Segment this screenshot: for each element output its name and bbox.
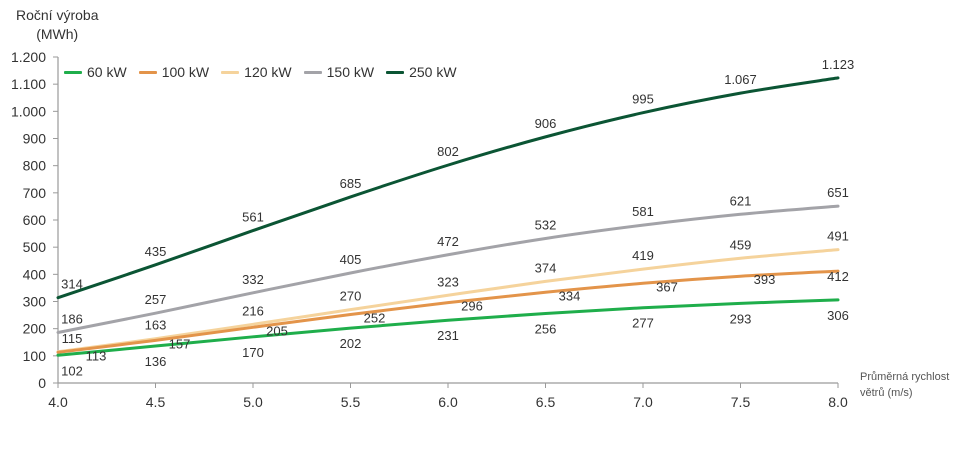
- data-label: 561: [242, 210, 264, 225]
- data-label: 277: [632, 316, 654, 331]
- data-label: 412: [827, 269, 849, 284]
- y-tick-label: 1.200: [11, 49, 46, 65]
- y-tick-label: 100: [23, 348, 47, 364]
- legend-swatch: [221, 70, 240, 74]
- x-axis-title-line2: větrů (m/s): [860, 387, 913, 399]
- data-label: 136: [145, 354, 167, 369]
- legend-swatch: [64, 70, 82, 74]
- data-label: 906: [535, 116, 557, 131]
- legend-label: 120 kW: [244, 64, 292, 80]
- x-tick-label: 6.0: [438, 394, 458, 410]
- x-tick-label: 4.0: [48, 394, 68, 410]
- data-label: 334: [559, 288, 581, 303]
- x-tick-label: 6.5: [536, 394, 556, 410]
- data-label: 367: [656, 279, 678, 294]
- legend-swatch: [303, 70, 322, 74]
- legend-item: 150 kW: [303, 64, 375, 80]
- x-axis-title: Průměrná rychlost větrů (m/s): [860, 369, 949, 401]
- series-line-120kw: [56, 248, 840, 354]
- x-tick-label: 7.5: [731, 394, 751, 410]
- legend-item: 120 kW: [221, 64, 292, 80]
- data-label: 472: [437, 234, 459, 249]
- data-label: 102: [61, 363, 83, 378]
- legend-swatch: [386, 70, 405, 74]
- x-tick-label: 5.5: [341, 394, 361, 410]
- y-tick-label: 300: [23, 294, 47, 310]
- y-tick-label: 700: [23, 185, 47, 201]
- legend-swatch: [138, 70, 157, 74]
- data-label: 186: [61, 311, 83, 326]
- y-axis-title-line1: Roční výroba: [16, 7, 99, 23]
- data-label: 252: [364, 311, 386, 326]
- data-label: 581: [632, 204, 654, 219]
- data-label: 157: [169, 336, 191, 351]
- data-label: 270: [340, 289, 362, 304]
- data-label: 170: [242, 345, 264, 360]
- y-tick-label: 1.100: [11, 76, 46, 92]
- y-tick-label: 600: [23, 212, 47, 228]
- data-label: 685: [340, 176, 362, 191]
- data-label: 113: [86, 348, 107, 363]
- data-label: 1.067: [724, 72, 757, 87]
- data-label: 419: [632, 248, 654, 263]
- data-label: 314: [61, 277, 83, 292]
- legend-item: 60 kW: [64, 64, 127, 80]
- data-label: 393: [754, 272, 776, 287]
- data-label: 256: [535, 321, 557, 336]
- series-line-150kw: [56, 204, 840, 334]
- x-axis-title-line1: Průměrná rychlost: [860, 371, 950, 383]
- data-label: 216: [242, 303, 264, 318]
- legend-label: 250 kW: [409, 64, 457, 80]
- y-tick-label: 200: [23, 321, 47, 337]
- y-tick-label: 1.000: [11, 103, 46, 119]
- x-tick-label: 7.0: [633, 394, 653, 410]
- data-label: 202: [340, 336, 362, 351]
- data-label: 802: [437, 144, 459, 159]
- legend-label: 60 kW: [87, 64, 127, 80]
- y-tick-label: 400: [23, 266, 47, 282]
- data-label: 163: [145, 318, 167, 333]
- data-label: 491: [827, 229, 849, 244]
- data-label: 459: [730, 237, 752, 252]
- series-line-100kw: [56, 269, 840, 354]
- data-label: 995: [632, 92, 654, 107]
- legend-label: 150 kW: [326, 64, 375, 80]
- data-label: 323: [437, 274, 459, 289]
- y-tick-label: 0: [38, 375, 46, 391]
- data-label: 296: [461, 299, 483, 314]
- y-tick-label: 800: [23, 158, 47, 174]
- data-label: 205: [266, 323, 288, 338]
- data-label: 532: [535, 217, 557, 232]
- legend: 60 kW 100 kW 120 kW 150 kW 250 kW: [64, 64, 457, 80]
- y-tick-label: 500: [23, 239, 47, 255]
- data-label: 651: [827, 185, 849, 200]
- y-tick-label: 900: [23, 131, 47, 147]
- data-label: 231: [437, 328, 459, 343]
- data-label: 621: [730, 193, 752, 208]
- data-label: 115: [62, 331, 83, 346]
- data-label: 257: [145, 292, 167, 307]
- data-label: 405: [340, 252, 362, 267]
- data-label: 332: [242, 272, 264, 287]
- y-axis-title: Roční výroba (MWh): [16, 6, 98, 44]
- y-axis-title-line2: (MWh): [36, 26, 79, 42]
- x-tick-label: 4.5: [146, 394, 166, 410]
- data-label: 374: [535, 260, 557, 275]
- x-tick-label: 5.0: [243, 394, 263, 410]
- data-label: 435: [145, 244, 167, 259]
- data-label: 306: [827, 308, 849, 323]
- data-label: 1.123: [822, 57, 855, 72]
- x-tick-label: 8.0: [828, 394, 848, 410]
- data-label: 293: [730, 311, 752, 326]
- legend-label: 100 kW: [161, 64, 210, 80]
- legend-item: 100 kW: [138, 64, 210, 80]
- legend-item: 250 kW: [386, 64, 457, 80]
- series-line-250kw: [56, 76, 840, 300]
- series-line-60kw: [56, 298, 840, 357]
